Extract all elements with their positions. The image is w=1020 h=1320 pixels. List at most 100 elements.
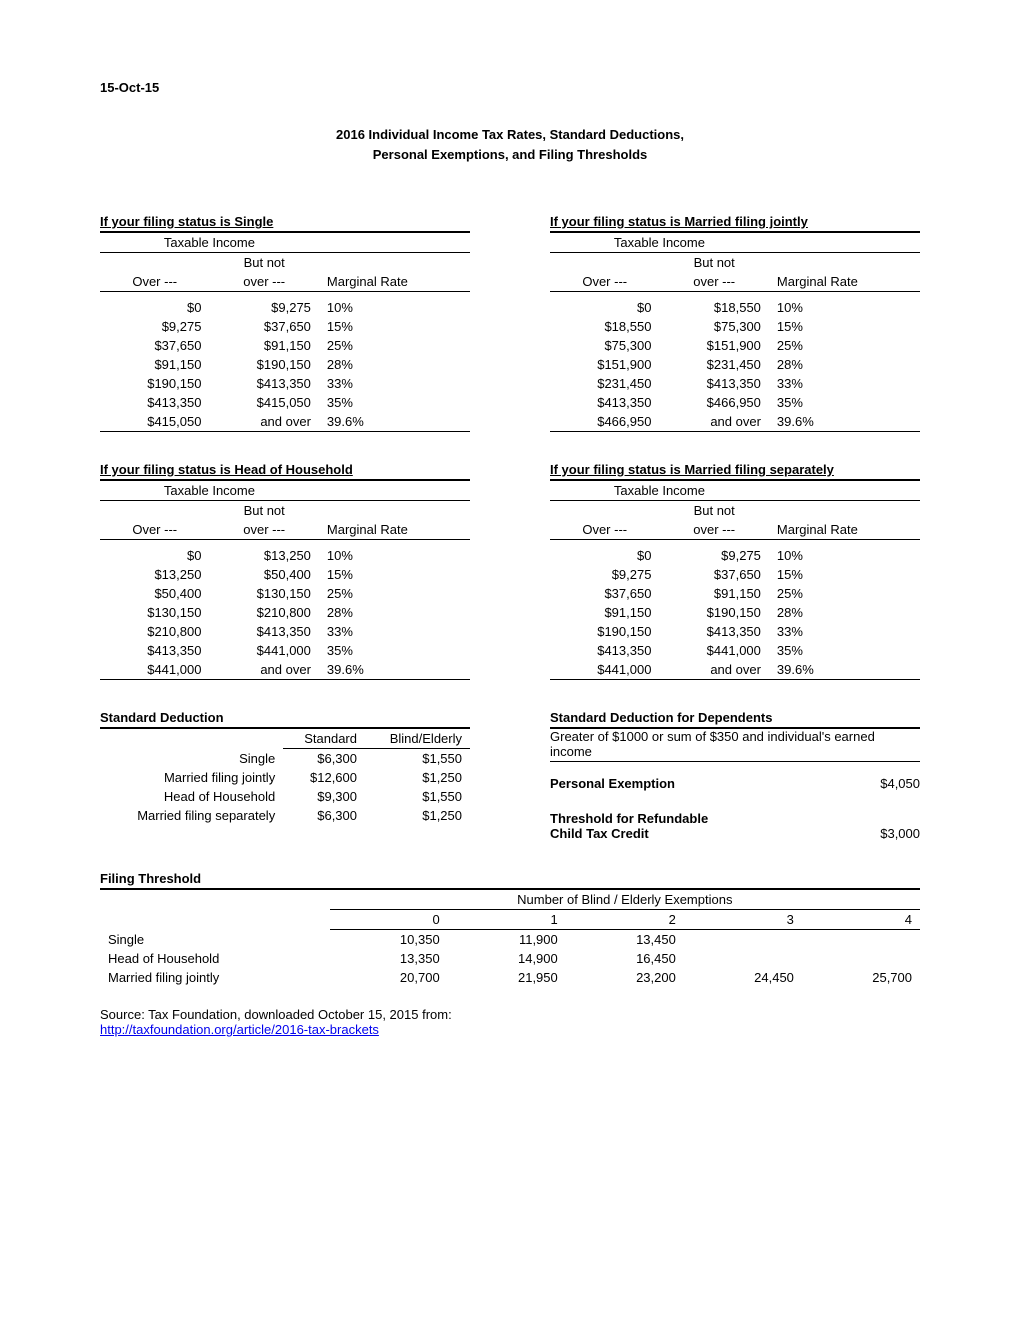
mfj-rows: $0$18,55010%$18,550$75,30015%$75,300$151… [550, 292, 920, 432]
table-cell: $413,350 [550, 641, 659, 660]
sd-col-blind: Blind/Elderly [365, 729, 470, 749]
table-row: $18,550$75,30015% [550, 317, 920, 336]
table-cell [802, 949, 920, 968]
table-cell: 33% [319, 374, 470, 393]
personal-exemption-label: Personal Exemption [550, 776, 675, 791]
table-row: $190,150$413,35033% [100, 374, 470, 393]
over-label: Over --- [100, 520, 209, 540]
table-cell: 35% [319, 393, 470, 412]
table-cell: $210,800 [100, 622, 209, 641]
table-cell: $6,300 [283, 806, 365, 825]
table-row: Married filing separately$6,300$1,250 [100, 806, 470, 825]
over2-label: over --- [209, 520, 318, 540]
table-cell: and over [209, 412, 318, 432]
table-row: Head of Household13,35014,90016,450 [100, 949, 920, 968]
table-cell: $9,275 [659, 540, 768, 566]
mfs-table: Taxable Income But not Over --- over ---… [550, 481, 920, 680]
source-block: Source: Tax Foundation, downloaded Octob… [100, 1007, 920, 1037]
table-cell: $190,150 [659, 603, 768, 622]
table-cell: $190,150 [100, 374, 209, 393]
standard-deduction-table: Standard Blind/Elderly Single$6,300$1,55… [100, 729, 470, 825]
table-cell: 15% [769, 565, 920, 584]
table-row: Married filing jointly$12,600$1,250 [100, 768, 470, 787]
table-cell: 15% [319, 317, 470, 336]
table-cell: $415,050 [209, 393, 318, 412]
table-cell: 15% [769, 317, 920, 336]
sd-dependents-header: Standard Deduction for Dependents [550, 710, 920, 729]
table-cell: Head of Household [100, 787, 283, 806]
table-cell: $413,350 [659, 374, 768, 393]
table-cell: 2 [566, 910, 684, 930]
table-cell: $130,150 [209, 584, 318, 603]
single-header: If your filing status is Single [100, 214, 470, 233]
document-date: 15-Oct-15 [100, 80, 920, 95]
table-row: $130,150$210,80028% [100, 603, 470, 622]
table-cell: 10% [769, 292, 920, 318]
table-cell: $50,400 [100, 584, 209, 603]
table-row: $37,650$91,15025% [550, 584, 920, 603]
hoh-header: If your filing status is Head of Househo… [100, 462, 470, 481]
table-cell: $441,000 [550, 660, 659, 680]
table-cell: $0 [550, 540, 659, 566]
table-cell: 16,450 [566, 949, 684, 968]
mfs-header: If your filing status is Married filing … [550, 462, 920, 481]
ft-group-label: Number of Blind / Elderly Exemptions [330, 890, 920, 910]
table-cell: 35% [319, 641, 470, 660]
mfj-header: If your filing status is Married filing … [550, 214, 920, 233]
table-cell: 14,900 [448, 949, 566, 968]
table-cell: 39.6% [769, 412, 920, 432]
table-cell: $441,000 [659, 641, 768, 660]
table-cell: $37,650 [209, 317, 318, 336]
table-cell: $1,550 [365, 749, 470, 769]
table-cell: $9,275 [550, 565, 659, 584]
table-row: $413,350$466,95035% [550, 393, 920, 412]
ctc-label: Threshold for Refundable Child Tax Credi… [550, 811, 708, 841]
table-row: $0$13,25010% [100, 540, 470, 566]
over-label: Over --- [100, 272, 209, 292]
table-cell: 24,450 [684, 968, 802, 987]
table-cell: 23,200 [566, 968, 684, 987]
table-cell: 25% [319, 336, 470, 355]
table-cell: $1,550 [365, 787, 470, 806]
table-row: $210,800$413,35033% [100, 622, 470, 641]
table-cell [684, 949, 802, 968]
sd-rows: Single$6,300$1,550Married filing jointly… [100, 749, 470, 826]
taxable-income-label: Taxable Income [550, 481, 769, 501]
table-row: $0$9,27510% [100, 292, 470, 318]
sd-col-standard: Standard [283, 729, 365, 749]
table-cell: $91,150 [209, 336, 318, 355]
table-cell: and over [659, 660, 768, 680]
table-cell: $9,275 [209, 292, 318, 318]
table-cell: $190,150 [209, 355, 318, 374]
table-cell: Single [100, 749, 283, 769]
table-cell: 35% [769, 641, 920, 660]
table-cell: 3 [684, 910, 802, 930]
table-cell: $6,300 [283, 749, 365, 769]
table-cell: 25% [769, 336, 920, 355]
mfj-table: Taxable Income But not Over --- over ---… [550, 233, 920, 432]
table-row: Single10,35011,90013,450 [100, 930, 920, 950]
title-line-2: Personal Exemptions, and Filing Threshol… [373, 147, 648, 162]
table-cell: $0 [100, 292, 209, 318]
table-cell: $13,250 [100, 565, 209, 584]
table-cell: 15% [319, 565, 470, 584]
table-cell: 39.6% [319, 412, 470, 432]
table-cell: $190,150 [550, 622, 659, 641]
table-cell: 20,700 [330, 968, 448, 987]
but-not-label: But not [209, 253, 318, 273]
table-cell: $37,650 [100, 336, 209, 355]
table-cell: 28% [319, 603, 470, 622]
source-link[interactable]: http://taxfoundation.org/article/2016-ta… [100, 1022, 379, 1037]
taxable-income-label: Taxable Income [550, 233, 769, 253]
table-row: $91,150$190,15028% [550, 603, 920, 622]
sd-dependents-text: Greater of $1000 or sum of $350 and indi… [550, 729, 920, 762]
table-cell: 10% [769, 540, 920, 566]
table-cell: 10% [319, 292, 470, 318]
personal-exemption-value: $4,050 [880, 776, 920, 791]
table-cell: $9,275 [100, 317, 209, 336]
table-row: $415,050and over39.6% [100, 412, 470, 432]
standard-deduction-header: Standard Deduction [100, 710, 470, 729]
table-cell: 10% [319, 540, 470, 566]
table-cell: Married filing jointly [100, 768, 283, 787]
table-cell: 21,950 [448, 968, 566, 987]
